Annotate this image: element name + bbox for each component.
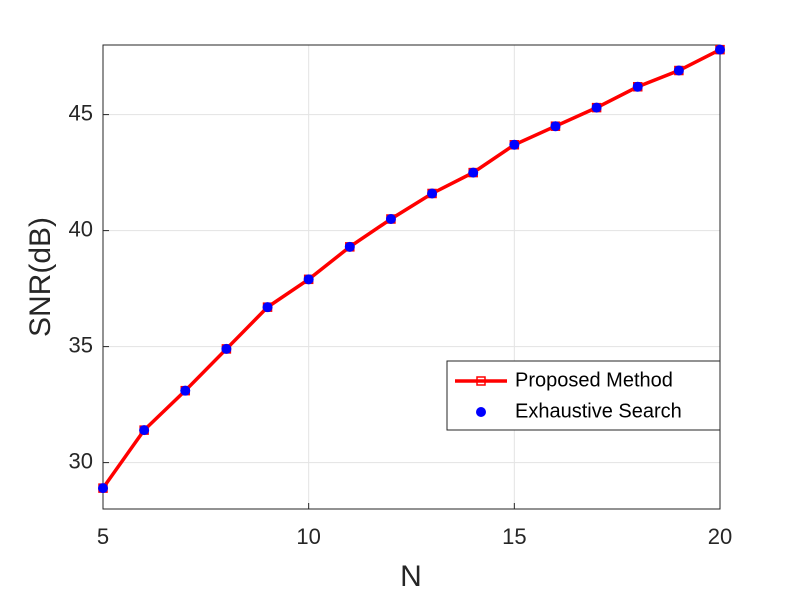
y-tick-label: 30 <box>69 448 93 473</box>
point <box>385 214 396 224</box>
line <box>101 48 721 490</box>
point <box>715 44 725 55</box>
plot-frame <box>102 44 721 510</box>
x-tick-label: 10 <box>296 524 320 549</box>
legend-label: Exhaustive Search <box>515 400 682 422</box>
plot-area <box>103 45 720 509</box>
point <box>591 102 602 113</box>
point <box>139 425 150 436</box>
point <box>632 81 643 92</box>
point <box>344 241 355 252</box>
point <box>550 121 561 132</box>
point <box>509 139 520 150</box>
y-tick-label: 35 <box>69 332 93 357</box>
point <box>98 483 108 494</box>
legend-marker <box>476 407 486 417</box>
point <box>262 302 273 313</box>
x-tick-label: 20 <box>708 524 732 549</box>
legend-marker <box>476 376 486 386</box>
y-axis-label: SNR(dB) <box>24 217 57 337</box>
point <box>673 65 684 76</box>
x-tick-label: 15 <box>502 524 526 549</box>
point <box>180 385 191 396</box>
x-tick-label: 5 <box>97 524 109 549</box>
point <box>468 167 479 178</box>
y-tick-label: 40 <box>69 216 93 241</box>
point <box>427 188 438 199</box>
legend-label: Proposed Method <box>515 369 673 391</box>
y-tick-label: 45 <box>69 100 93 125</box>
legend <box>446 360 721 431</box>
point <box>303 274 314 285</box>
point <box>221 343 232 354</box>
x-axis-label: N <box>400 560 422 593</box>
